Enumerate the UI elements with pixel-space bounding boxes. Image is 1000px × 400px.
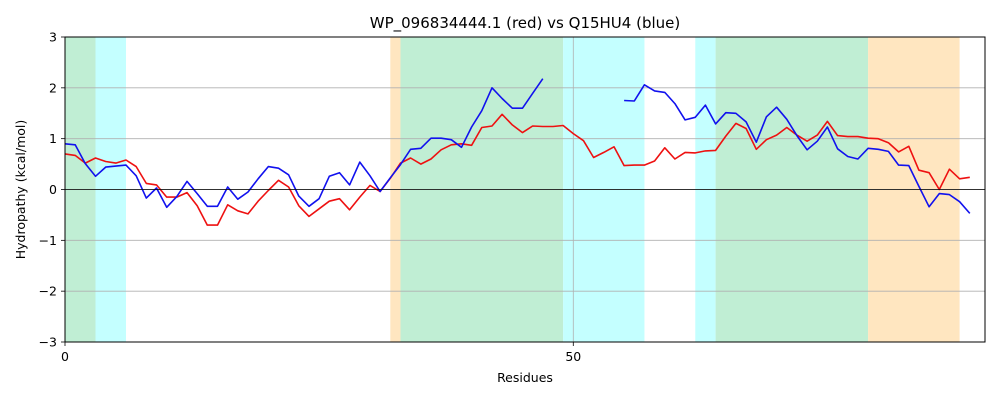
- y-tick-label: −1: [39, 233, 57, 248]
- y-tick-label: 2: [49, 80, 57, 95]
- x-tick-label: 0: [61, 349, 69, 364]
- chart-title: WP_096834444.1 (red) vs Q15HU4 (blue): [370, 14, 680, 33]
- y-axis-label: Hydropathy (kcal/mol): [13, 120, 28, 260]
- axis-ticks: −3 −2 −1 0 1 2 3 0 50: [39, 30, 582, 365]
- series-line-2: [624, 84, 971, 214]
- y-tick-label: 3: [49, 30, 57, 45]
- x-tick-label: 50: [565, 349, 581, 364]
- y-tick-label: −3: [39, 335, 57, 350]
- y-tick-label: −2: [39, 284, 57, 299]
- x-axis-label: Residues: [497, 370, 553, 385]
- y-tick-label: 1: [49, 131, 57, 146]
- y-tick-label: 0: [49, 182, 57, 197]
- series-line-2: [64, 78, 544, 209]
- series-line-1: [64, 113, 970, 226]
- series-lines: [64, 78, 971, 226]
